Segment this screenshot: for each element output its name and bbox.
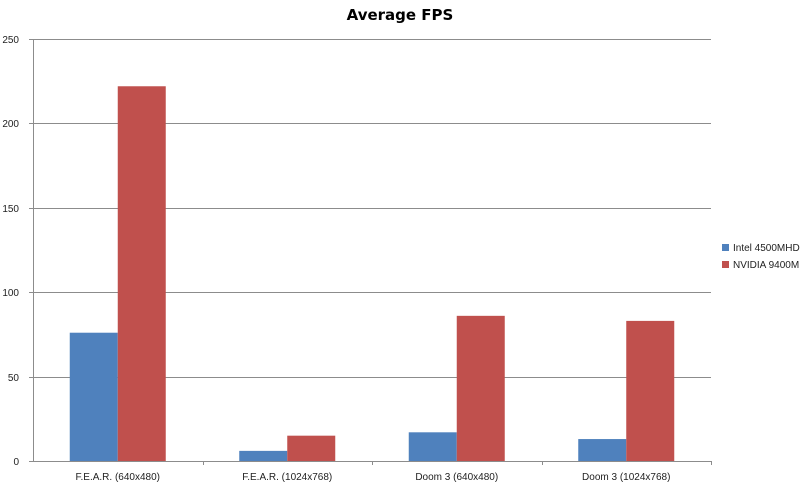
bar	[578, 439, 627, 461]
y-tick-label: 50	[8, 373, 20, 384]
y-tick-label: 100	[2, 288, 19, 299]
legend: Intel 4500MHD NVIDIA 9400M	[722, 243, 800, 271]
x-tick-labels: F.E.A.R. (640x480) F.E.A.R. (1024x768) Doo…	[76, 472, 671, 483]
legend-swatch	[722, 261, 729, 268]
bar	[626, 320, 675, 461]
legend-swatch	[722, 244, 729, 251]
y-tick-label: 250	[2, 35, 19, 46]
y-tick-label: 0	[13, 457, 19, 468]
bar	[239, 450, 288, 461]
bars	[69, 86, 675, 461]
bar	[69, 332, 118, 461]
axes	[29, 39, 712, 465]
x-tick-label: Doom 3 (640x480)	[415, 472, 498, 483]
bar	[456, 315, 505, 461]
legend-label: NVIDIA 9400M	[733, 260, 799, 271]
y-tick-label: 150	[2, 204, 19, 215]
y-tick-labels: 0 50 100 150 200 250	[2, 35, 19, 468]
x-tick-label: Doom 3 (1024x768)	[582, 472, 670, 483]
bar	[117, 86, 166, 461]
legend-label: Intel 4500MHD	[733, 243, 800, 254]
chart-title: Average FPS	[346, 6, 454, 24]
y-tick-label: 200	[2, 119, 19, 130]
bar	[408, 432, 457, 461]
grid-lines	[33, 39, 711, 378]
x-tick-label: F.E.A.R. (1024x768)	[242, 472, 332, 483]
x-tick-label: F.E.A.R. (640x480)	[76, 472, 160, 483]
bar	[287, 435, 336, 461]
